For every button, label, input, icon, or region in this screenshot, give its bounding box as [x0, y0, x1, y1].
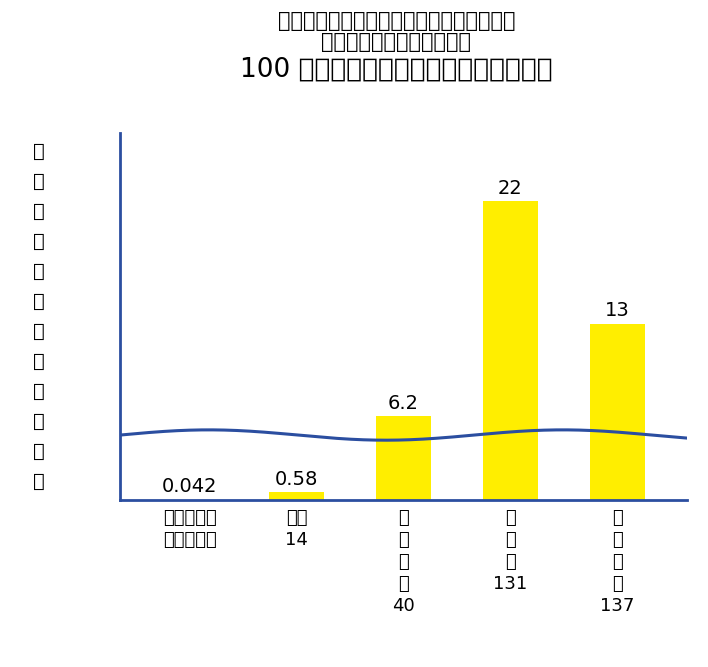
Text: 13: 13 — [605, 301, 629, 320]
Text: く: く — [33, 262, 45, 281]
Text: １ベクレルの放射性物質を飲食した場合に: １ベクレルの放射性物質を飲食した場合に — [278, 11, 515, 31]
Text: 内: 内 — [33, 142, 45, 161]
Bar — [590, 323, 645, 500]
Text: す: す — [33, 292, 45, 311]
Text: 被: 被 — [33, 202, 45, 221]
Text: 100 万分の１ミリシーベルト／ベクレル: 100 万分の１ミリシーベルト／ベクレル — [240, 57, 553, 83]
Text: 22: 22 — [498, 179, 523, 198]
Text: 線: 線 — [33, 412, 45, 432]
Text: 0.042: 0.042 — [162, 478, 217, 496]
Text: 6.2: 6.2 — [388, 394, 419, 413]
Text: 部: 部 — [33, 172, 45, 191]
Text: 内部被ばくする放射線の量: 内部被ばくする放射線の量 — [321, 32, 472, 52]
Text: 放: 放 — [33, 352, 45, 372]
Text: 量: 量 — [33, 472, 45, 492]
Text: 0.58: 0.58 — [275, 470, 319, 489]
Bar — [376, 416, 431, 500]
Text: の: の — [33, 442, 45, 462]
Text: る: る — [33, 322, 45, 342]
Bar — [269, 492, 324, 500]
Text: ば: ば — [33, 232, 45, 251]
Text: 射: 射 — [33, 382, 45, 402]
Bar — [483, 201, 538, 500]
